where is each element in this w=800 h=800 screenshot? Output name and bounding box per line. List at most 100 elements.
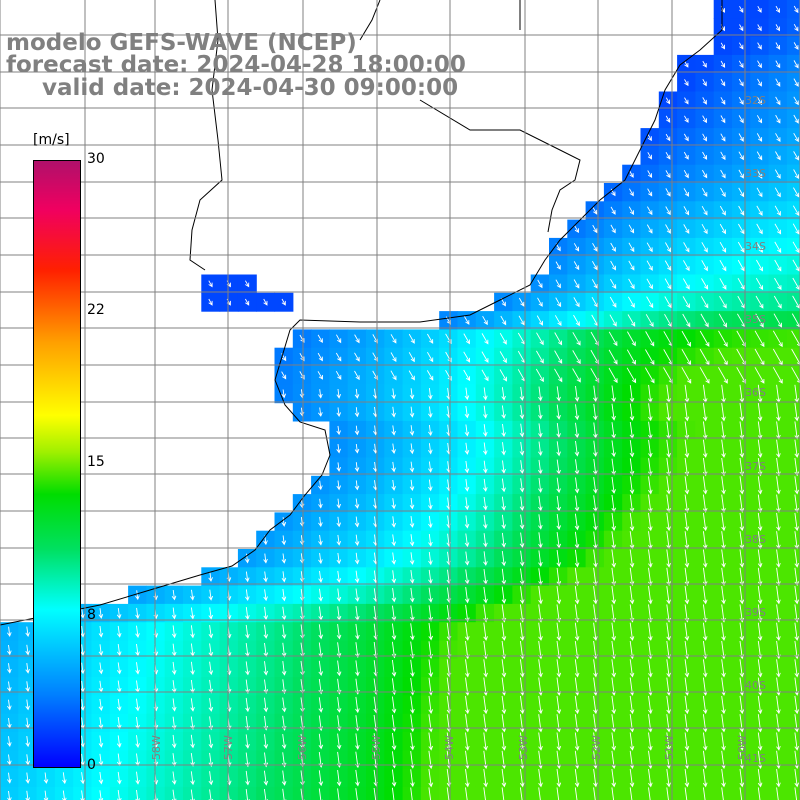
wind-arrow (793, 60, 799, 69)
wind-arrow (481, 333, 489, 345)
wind-arrow (776, 622, 781, 641)
wind-arrow (483, 622, 488, 641)
wind-arrow (501, 405, 506, 419)
wind-arrow (391, 659, 397, 677)
wind-arrow (281, 697, 287, 713)
wind-arrow (464, 551, 470, 566)
wind-arrow (555, 297, 562, 308)
wind-arrow (409, 587, 415, 603)
wind-arrow (629, 403, 635, 421)
wind-arrow (573, 279, 580, 289)
wind-arrow (720, 151, 726, 161)
wind-arrow (683, 260, 690, 272)
wind-arrow (721, 714, 726, 733)
wind-arrow (464, 405, 470, 419)
wind-arrow (336, 407, 342, 418)
wind-arrow (116, 644, 122, 657)
wind-arrow (25, 699, 30, 711)
wind-arrow (556, 659, 562, 678)
wind-arrow (794, 494, 800, 513)
wind-arrow (282, 788, 287, 800)
wind-arrow (775, 151, 781, 161)
wind-arrow (739, 457, 745, 477)
wind-arrow (428, 769, 434, 788)
wind-arrow (738, 133, 744, 142)
wind-arrow (666, 695, 671, 715)
wind-arrow (773, 313, 782, 328)
wind-arrow (428, 533, 433, 547)
wind-arrow (391, 425, 396, 436)
speed-cell (420, 786, 440, 800)
wind-arrow (245, 280, 250, 288)
wind-arrow (611, 732, 617, 751)
speed-cell (512, 786, 532, 800)
wind-arrow (721, 586, 726, 605)
wind-arrow (483, 551, 488, 566)
wind-arrow (756, 259, 763, 272)
wind-arrow (590, 349, 600, 365)
wind-arrow (629, 787, 633, 800)
wind-arrow (683, 206, 690, 216)
wind-arrow (190, 625, 195, 639)
wind-arrow (665, 133, 671, 142)
wind-arrow (648, 622, 653, 641)
wind-arrow (794, 787, 798, 800)
wind-arrow (719, 223, 726, 235)
wind-arrow (428, 659, 434, 678)
wind-arrow (281, 371, 287, 380)
wind-arrow (574, 225, 579, 233)
wind-arrow (336, 334, 342, 344)
lat-label: 32S (745, 94, 766, 107)
wind-arrow (538, 714, 543, 733)
wind-arrow (263, 553, 268, 564)
wind-arrow (757, 732, 763, 751)
wind-arrow (721, 659, 726, 678)
wind-arrow (739, 5, 744, 13)
wind-arrow (611, 458, 616, 476)
speed-cell (201, 786, 221, 800)
wind-arrow (409, 570, 415, 584)
wind-arrow (190, 753, 195, 767)
wind-arrow (702, 714, 708, 733)
wind-arrow (592, 224, 598, 234)
wind-arrow (538, 423, 543, 438)
wind-arrow (684, 79, 689, 87)
wind-arrow (684, 549, 690, 568)
wind-arrow (792, 223, 800, 235)
wind-arrow (80, 608, 85, 619)
wind-arrow (647, 206, 653, 216)
wind-arrow (117, 771, 122, 785)
speed-cell (457, 786, 477, 800)
wind-arrow (611, 549, 617, 568)
wind-arrow (354, 498, 360, 509)
wind-arrow (464, 497, 470, 511)
wind-arrow (776, 732, 781, 751)
lon-label: 58W (150, 735, 163, 760)
wind-arrow (739, 476, 745, 495)
wind-arrow (354, 425, 360, 436)
wind-arrow (556, 622, 562, 641)
wind-arrow (665, 242, 671, 253)
wind-arrow (355, 623, 360, 640)
wind-arrow (190, 716, 195, 731)
wind-arrow (683, 188, 689, 197)
wind-arrow (757, 512, 763, 532)
wind-arrow (775, 60, 781, 69)
wind-arrow (538, 550, 543, 567)
wind-arrow (702, 476, 708, 495)
wind-arrow (665, 151, 671, 160)
wind-arrow (592, 260, 598, 271)
wind-arrow (336, 388, 342, 399)
speed-cell (256, 786, 276, 800)
lat-label: 37S (745, 460, 766, 473)
wind-arrow (263, 661, 269, 676)
wind-arrow (483, 714, 488, 733)
wind-arrow (337, 788, 341, 800)
wind-arrow (700, 313, 709, 328)
wind-arrow (483, 478, 488, 492)
wind-arrow (62, 772, 67, 785)
wind-arrow (648, 476, 653, 495)
wind-arrow (7, 790, 12, 800)
wind-arrow (775, 78, 781, 87)
